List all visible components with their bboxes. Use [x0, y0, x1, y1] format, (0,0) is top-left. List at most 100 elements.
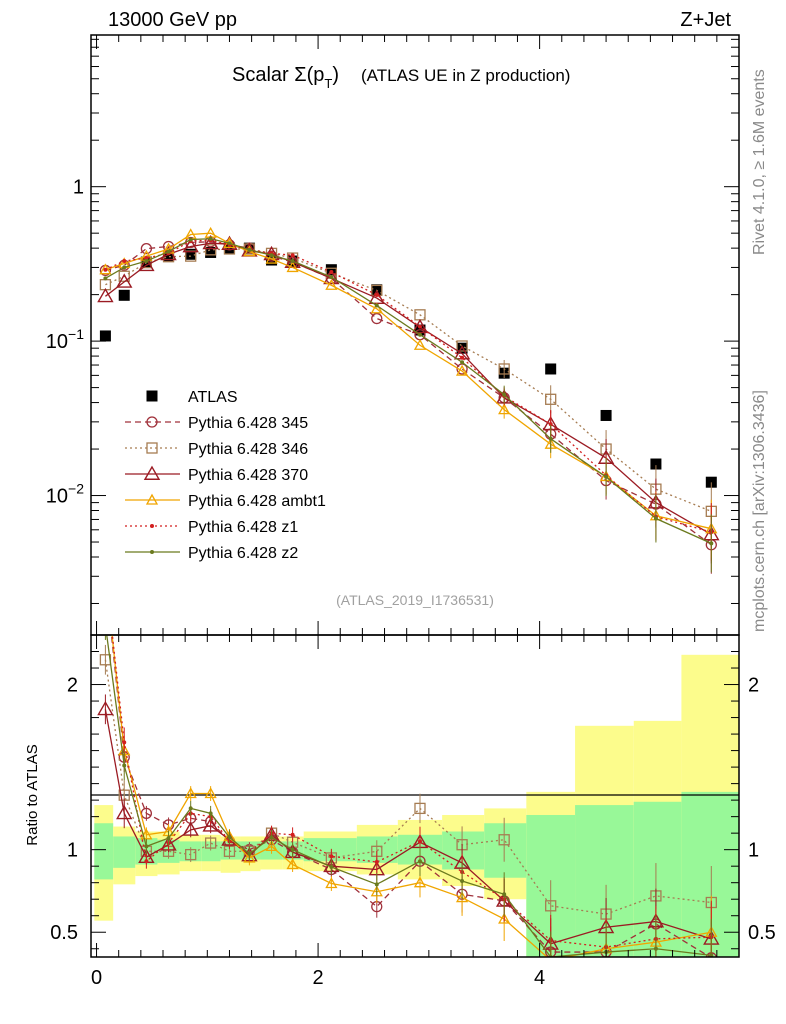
data-point-z2: [166, 249, 171, 254]
data-point-p370: [411, 318, 429, 334]
data-point-p370: [221, 235, 238, 251]
ratio-point-p345: [100, 572, 110, 582]
data-point-ambt1: [413, 338, 427, 350]
ratio-point-ambt1: [413, 876, 427, 888]
ratio-point-p346: [204, 837, 217, 849]
title-main: Scalar Σ(p: [232, 64, 324, 86]
ratio-band-inner: [113, 836, 136, 868]
data-point-z1: [374, 292, 379, 297]
data-point-atlas: [650, 458, 662, 470]
ratio-point-ambt1: [370, 885, 383, 897]
ratio-point-p370: [97, 700, 114, 716]
data-point-z1: [103, 267, 108, 272]
data-point-ambt1: [265, 252, 278, 264]
ratio-point-p346: [498, 834, 510, 846]
ratio-point-ambt1: [100, 567, 110, 576]
ratio-point-z1: [122, 740, 127, 745]
ratio-y-tick-label-left: 0.5: [50, 922, 78, 944]
data-point-atlas: [705, 476, 717, 488]
ratio-plot-axes: 0.5 0.5 1 1 2 2 0 2 4: [50, 635, 776, 989]
data-point-atlas: [185, 248, 197, 260]
data-point-p345: [371, 312, 383, 325]
data-point-z1: [290, 253, 295, 258]
ratio-band-inner: [633, 801, 682, 957]
data-point-atlas: [600, 409, 612, 421]
data-point-p346: [204, 244, 217, 256]
data-point-z2: [709, 541, 714, 546]
data-point-z1: [144, 256, 149, 261]
data-point-z2: [208, 236, 213, 241]
analysis-id: (ATLAS_2019_I1736531): [336, 592, 494, 608]
data-point-atlas: [205, 246, 217, 258]
ratio-point-z1: [417, 839, 422, 844]
ratio-y-tick-label-right: 1: [748, 840, 759, 862]
data-point-z2: [290, 259, 295, 264]
data-point-z2: [188, 237, 193, 242]
ratio-point-z1: [103, 570, 107, 574]
data-point-z2: [548, 436, 553, 441]
ratio-y-tick-label-left: 2: [67, 675, 78, 697]
data-point-atlas: [118, 289, 130, 301]
ratio-y-axis-label: Ratio to ATLAS: [24, 744, 41, 845]
ratio-point-z2: [144, 844, 149, 849]
ratio-point-ambt1: [286, 858, 299, 870]
ratio-point-p370: [202, 817, 219, 832]
data-point-ambt1: [325, 278, 338, 290]
ratio-y-tick-label-right: 0.5: [748, 922, 776, 944]
main-y-tick-label: 10−1: [46, 326, 84, 353]
data-point-ambt1: [99, 263, 112, 275]
legend-item-atlas: ATLAS: [146, 389, 238, 406]
legend-marker: [143, 465, 161, 480]
ratio-y-tick-label-right: 2: [748, 675, 759, 697]
legend-marker: [150, 524, 154, 528]
legend-label: Pythia 6.428 345: [188, 415, 308, 432]
legend-item-p346: Pythia 6.428 346: [125, 441, 308, 458]
data-point-z2: [227, 241, 232, 246]
ratio-point-p346: [545, 900, 557, 912]
title-subscript: T: [324, 76, 332, 91]
legend-label: Pythia 6.428 z2: [188, 545, 298, 562]
ratio-point-ambt1: [498, 912, 511, 924]
legend-marker: [145, 493, 159, 505]
side-mcplots-label: mcplots.cern.ch [arXiv:1306.3436]: [751, 390, 768, 632]
side-rivet-label: Rivet 4.1.0, ≥ 1.6M events: [751, 69, 768, 255]
ratio-point-z2: [329, 865, 334, 870]
ratio-band-inner: [484, 823, 527, 878]
data-point-z2: [144, 259, 149, 264]
data-point-atlas: [223, 242, 235, 254]
data-point-z2: [653, 516, 658, 521]
data-point-z2: [417, 332, 422, 337]
ratio-point-z2: [227, 835, 232, 840]
data-point-atlas: [545, 363, 557, 375]
data-point-z2: [460, 360, 465, 365]
ratio-band-inner: [201, 841, 221, 862]
legend-label: Pythia 6.428 z1: [188, 519, 298, 536]
legend-item-z2: Pythia 6.428 z2: [125, 545, 298, 562]
ratio-point-z1: [374, 860, 379, 865]
title-close: ): [332, 64, 339, 86]
ratio-band-inner: [303, 838, 357, 862]
data-point-p346: [498, 363, 510, 375]
data-point-z2: [374, 303, 379, 308]
main-y-tick-label: 1: [73, 177, 84, 199]
ratio-y-tick-label-left: 1: [67, 840, 78, 862]
data-point-atlas: [325, 264, 337, 276]
data-point-z1: [122, 259, 127, 264]
data-point-ambt1: [498, 403, 511, 415]
legend: ATLAS Pythia 6.428 345 Pythia 6.428 346 Pyt…: [125, 389, 326, 562]
legend-label: Pythia 6.428 370: [188, 467, 308, 484]
series-line-ambt1: [105, 232, 712, 530]
ratio-point-z2: [269, 835, 274, 840]
ratio-point-z1: [329, 854, 334, 859]
ratio-point-z1: [144, 859, 149, 864]
ratio-plot-panel: 0.5 0.5 1 1 2 2 0 2 4 Ratio to ATLAS: [24, 567, 776, 989]
ratio-point-ambt1: [204, 787, 217, 799]
ratio-point-z2: [653, 946, 658, 951]
ratio-x-tick-label: 2: [313, 967, 324, 989]
ratio-point-z2: [709, 953, 714, 957]
legend-item-z1: Pythia 6.428 z1: [125, 519, 298, 536]
ratio-x-tick-label: 0: [91, 967, 102, 989]
main-y-tick-label: 10−2: [46, 481, 84, 508]
main-plot-title: Scalar Σ(pT) (ATLAS UE in Z production): [232, 64, 570, 91]
